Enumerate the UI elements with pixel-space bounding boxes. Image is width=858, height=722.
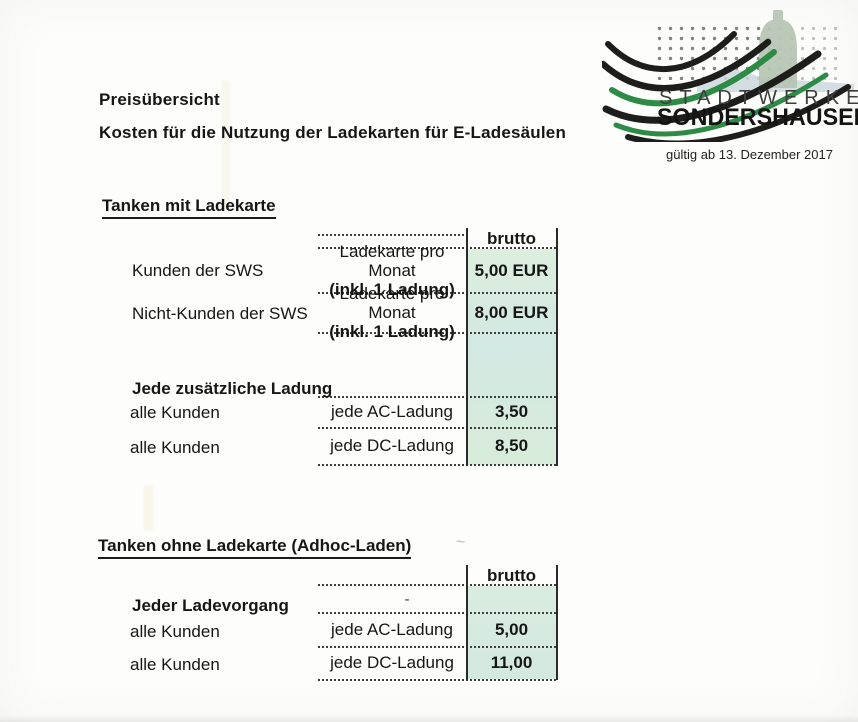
scan-smudge: ~ <box>456 534 466 551</box>
table1-price-cell: 5,00 EUR <box>474 261 549 280</box>
table1-row-label: alle Kunden <box>130 438 220 457</box>
table2-row-label: alle Kunden <box>130 655 220 674</box>
table2-line <box>318 679 557 681</box>
logo-wordmark-line1: STADTWERKE <box>659 87 858 109</box>
table2-line <box>318 612 557 614</box>
table1-line <box>318 332 557 334</box>
logo-wordmark-line2: SONDERSHAUSEN <box>657 104 858 131</box>
table1-item-cell: Ladekarte pro Monat (inkl. 1 Ladung) <box>318 284 466 341</box>
table1-row-label: alle Kunden <box>130 403 220 422</box>
page-title: Preisübersicht <box>99 90 220 109</box>
table2-price-cell: 5,00 <box>494 619 529 639</box>
table2-line <box>318 646 557 648</box>
table1-price-col-header: brutto <box>486 229 537 248</box>
table1-line <box>318 464 557 466</box>
stadtwerke-logo-graphic <box>602 10 854 142</box>
table2-line <box>318 584 557 586</box>
table1-line <box>318 247 557 249</box>
table2-item-cell: jede DC-Ladung <box>330 653 454 672</box>
table2-row-label: Jeder Ladevorgang <box>132 596 289 615</box>
table2-item-cell: jede AC-Ladung <box>331 619 453 639</box>
table2-right-border <box>556 565 558 680</box>
table1-divider <box>466 228 468 466</box>
table1-price-cell: 8,50 <box>494 436 529 455</box>
table1-line <box>318 396 557 398</box>
table1-price-cell: 3,50 <box>494 402 529 421</box>
table1-item-cell: jede DC-Ladung <box>330 436 454 455</box>
validity-date: gültig ab 13. Dezember 2017 <box>666 147 833 162</box>
table1-row-label: Nicht-Kunden der SWS <box>132 304 308 323</box>
section1-heading: Tanken mit Ladekarte <box>102 196 276 219</box>
item-line1: Ladekarte pro Monat <box>339 284 445 322</box>
table2-price-cell: 11,00 <box>490 653 533 672</box>
table2-price-col-header: brutto <box>486 566 537 585</box>
table2-item-cell: - <box>404 590 410 608</box>
table1-item-cell: Ladekarte pro Monat (inkl. 1 Ladung) <box>318 242 466 299</box>
table2-price-column-fill <box>468 586 556 679</box>
item-line1: Ladekarte pro Monat <box>339 242 445 280</box>
section2-heading: Tanken ohne Ladekarte (Adhoc-Laden) <box>98 536 412 559</box>
table1-row-label: Jede zusätzliche Ladung <box>132 379 333 398</box>
page-subtitle: Kosten für die Nutzung der Ladekarten fü… <box>99 123 567 142</box>
table2-divider <box>466 565 468 680</box>
logo-swoosh <box>602 31 851 142</box>
scan-streak <box>144 486 153 530</box>
table1-line <box>318 234 466 236</box>
item-line2: (inkl. 1 Ladung) <box>329 280 455 299</box>
table1-item-cell: jede AC-Ladung <box>331 402 453 421</box>
table1-row-label: Kunden der SWS <box>132 261 264 280</box>
table1-price-column-fill <box>468 249 556 465</box>
table1-right-border <box>556 228 558 466</box>
table1-line <box>318 292 557 294</box>
scan-streak <box>222 80 230 210</box>
item-line2: (inkl. 1 Ladung) <box>329 322 455 341</box>
table2-row-label: alle Kunden <box>130 622 220 641</box>
table1-price-cell: 8,00 EUR <box>474 303 549 322</box>
table1-line <box>318 427 557 429</box>
